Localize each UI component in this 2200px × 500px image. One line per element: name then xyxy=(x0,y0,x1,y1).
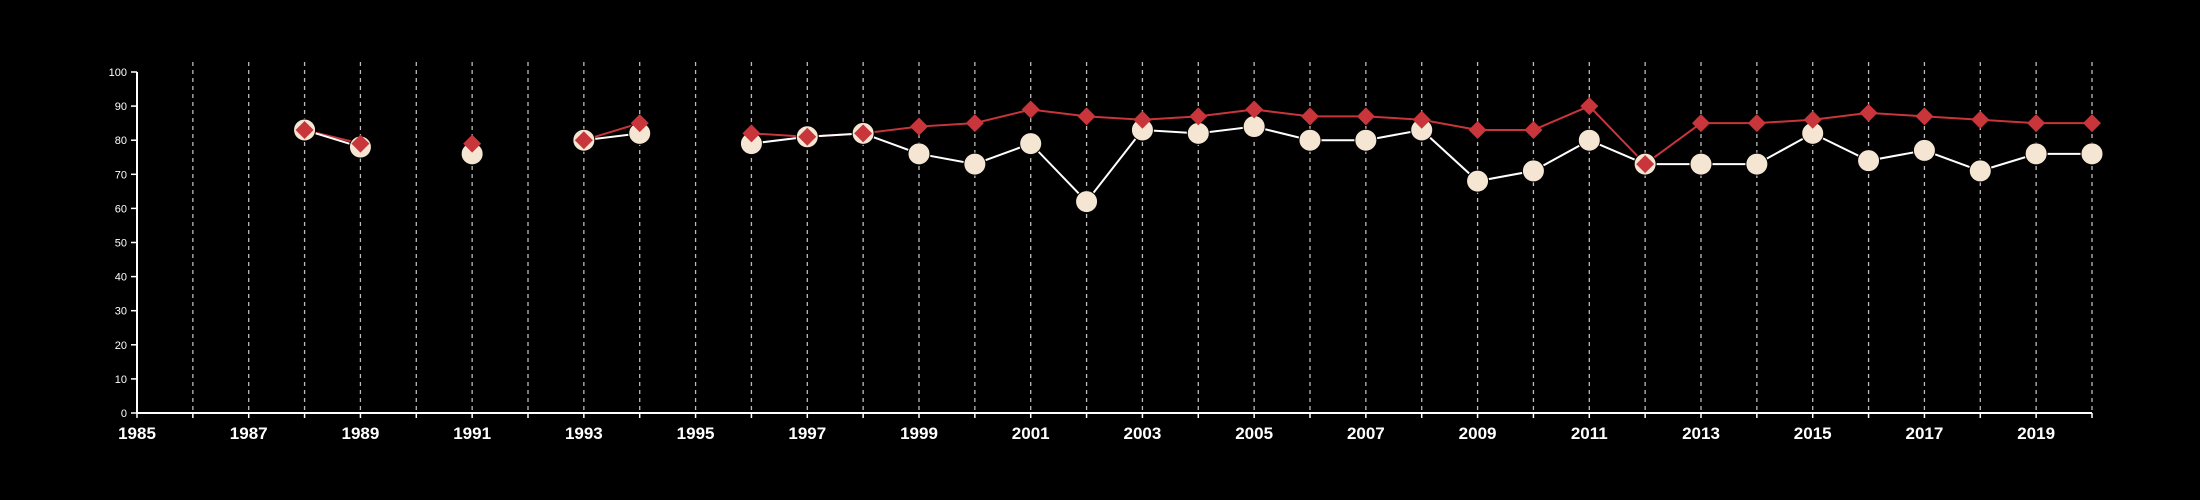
diamond-point xyxy=(1133,110,1152,129)
diamond-point xyxy=(351,134,370,153)
circle-point xyxy=(2024,142,2048,166)
diamond-point xyxy=(1859,103,1878,122)
diamond-point xyxy=(1356,107,1375,126)
y-tick-label: 20 xyxy=(115,340,127,352)
x-tick-label: 1989 xyxy=(342,424,380,443)
y-tick-label: 100 xyxy=(109,67,127,79)
x-tick-label: 2001 xyxy=(1012,424,1050,443)
circle-point xyxy=(1019,132,1043,156)
y-tick-label: 30 xyxy=(115,306,127,318)
diamond-point xyxy=(742,124,761,143)
diamond-point xyxy=(1189,107,1208,126)
diamond-point xyxy=(1747,114,1766,133)
diamond-point xyxy=(1803,110,1822,129)
diamond-point xyxy=(1468,120,1487,139)
series xyxy=(293,97,2104,214)
diamond-point xyxy=(1971,110,1990,129)
circle-point xyxy=(1968,159,1992,183)
diamond-point xyxy=(1301,107,1319,126)
series-markers xyxy=(293,97,2104,214)
diamond-point xyxy=(1412,110,1431,129)
x-tick-label: 1993 xyxy=(565,424,603,443)
y-tick-label: 80 xyxy=(115,135,127,147)
circle-point xyxy=(1857,149,1881,173)
x-tick-label: 2017 xyxy=(1906,424,1944,443)
diamond-point xyxy=(798,127,817,146)
x-tick-label: 2007 xyxy=(1347,424,1385,443)
circle-point xyxy=(1689,152,1713,176)
circle-point xyxy=(1521,159,1545,183)
diamond-point xyxy=(1580,97,1599,116)
x-tick-label: 1991 xyxy=(453,424,491,443)
x-tick-label: 1999 xyxy=(900,424,938,443)
circle-point xyxy=(1745,152,1769,176)
diamond-point xyxy=(463,134,482,153)
x-tick-label: 1995 xyxy=(677,424,715,443)
diamond-point xyxy=(965,114,984,133)
y-tick-label: 50 xyxy=(115,238,127,250)
diamond-point xyxy=(2083,114,2101,133)
tick-labels: 0 10 20 30 40 50 60 70 80 90 100 1985 1987 1989 1991 19… xyxy=(109,67,2055,443)
x-tick-label: 1987 xyxy=(230,424,268,443)
y-tick-label: 10 xyxy=(115,374,127,386)
diamond-point xyxy=(1636,155,1655,174)
circle-point xyxy=(963,152,987,176)
diamond-point xyxy=(295,120,314,139)
x-tick-label: 2005 xyxy=(1235,424,1273,443)
diamond-point xyxy=(1915,107,1934,126)
x-tick-label: 2019 xyxy=(2017,424,2055,443)
diamond-point xyxy=(1077,107,1096,126)
axes xyxy=(131,71,2093,418)
circle-point xyxy=(1354,128,1378,152)
x-tick-label: 2013 xyxy=(1682,424,1720,443)
diamond-point xyxy=(630,114,649,133)
y-tick-label: 0 xyxy=(121,408,127,420)
x-tick-label: 1997 xyxy=(788,424,826,443)
circle-point xyxy=(1912,138,1936,162)
x-tick-label: 2011 xyxy=(1571,424,1608,443)
diamond-point xyxy=(1524,120,1543,139)
circle-point xyxy=(1186,121,1210,145)
diamond-point xyxy=(1245,100,1264,119)
diamond-point xyxy=(574,131,593,150)
x-tick-label: 2003 xyxy=(1124,424,1162,443)
diamond-point xyxy=(1692,114,1710,133)
y-tick-label: 40 xyxy=(115,272,127,284)
circle-point xyxy=(1466,169,1490,193)
x-tick-label: 2009 xyxy=(1459,424,1497,443)
y-tick-label: 60 xyxy=(115,203,127,215)
circle-point xyxy=(1577,128,1601,152)
circle-point xyxy=(2080,142,2104,166)
diamond-point xyxy=(2027,114,2046,133)
x-tick-label: 2015 xyxy=(1794,424,1832,443)
y-tick-label: 90 xyxy=(115,101,127,113)
x-tick-label: 1985 xyxy=(118,424,156,443)
circle-point xyxy=(907,142,931,166)
diamond-point xyxy=(854,124,873,143)
circle-point xyxy=(1242,115,1266,139)
diamond-point xyxy=(1021,100,1040,119)
circle-point xyxy=(1075,190,1099,214)
circle-point xyxy=(1298,128,1322,152)
diamond-point xyxy=(910,117,928,136)
y-tick-label: 70 xyxy=(115,169,127,181)
